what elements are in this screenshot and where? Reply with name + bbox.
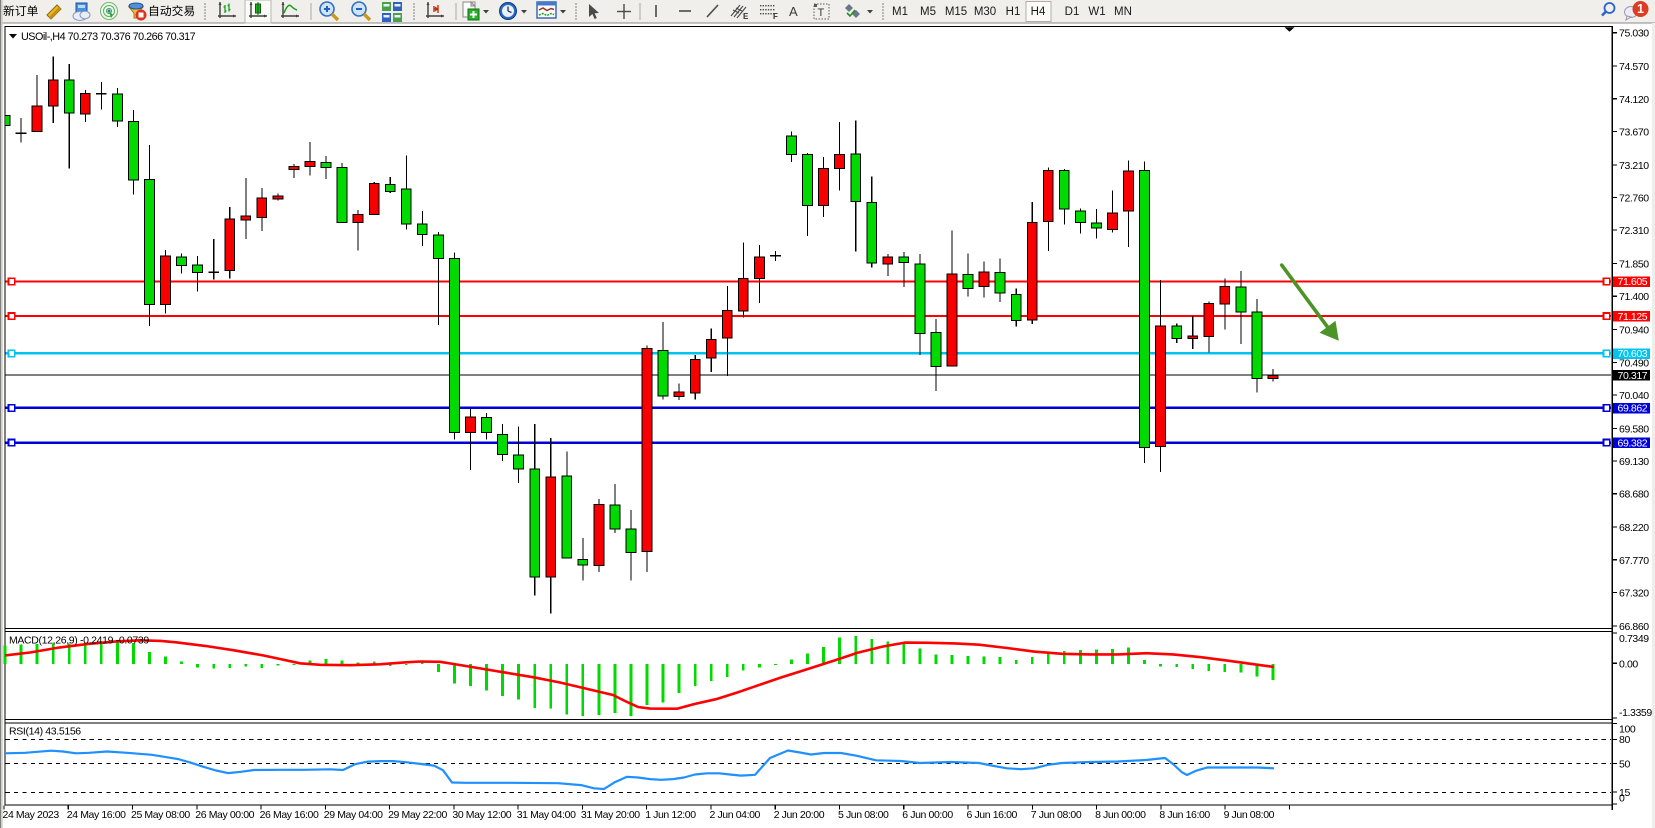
svg-text:8 Jun 00:00: 8 Jun 00:00: [1095, 809, 1146, 821]
svg-text:70.317: 70.317: [1618, 370, 1648, 382]
svg-text:73.670: 73.670: [1619, 126, 1649, 138]
svg-text:72.310: 72.310: [1619, 225, 1649, 237]
svg-text:H4: H4: [1031, 6, 1046, 18]
svg-text:D1: D1: [1065, 6, 1080, 18]
svg-text:M15: M15: [945, 6, 967, 18]
svg-text:-1.3359: -1.3359: [1619, 707, 1652, 719]
svg-text:26 May 16:00: 26 May 16:00: [260, 809, 319, 821]
svg-text:5 Jun 08:00: 5 Jun 08:00: [838, 809, 889, 821]
svg-text:F: F: [773, 12, 778, 21]
svg-text:30 May 12:00: 30 May 12:00: [452, 809, 511, 821]
svg-text:69.862: 69.862: [1618, 403, 1648, 415]
svg-text:70.040: 70.040: [1619, 390, 1649, 402]
svg-text:0: 0: [1619, 793, 1625, 805]
svg-text:1 Jun 12:00: 1 Jun 12:00: [645, 809, 696, 821]
svg-text:71.605: 71.605: [1618, 276, 1648, 288]
svg-text:74.570: 74.570: [1619, 61, 1649, 73]
svg-text:69.130: 69.130: [1619, 456, 1649, 468]
svg-text:31 May 04:00: 31 May 04:00: [517, 809, 576, 821]
svg-text:M30: M30: [974, 6, 996, 18]
svg-text:29 May 04:00: 29 May 04:00: [324, 809, 383, 821]
svg-text:67.770: 67.770: [1619, 555, 1649, 567]
svg-text:RSI(14) 43.5156: RSI(14) 43.5156: [9, 726, 81, 738]
svg-text:M5: M5: [920, 6, 936, 18]
svg-text:0.7349: 0.7349: [1619, 633, 1649, 645]
svg-text:26 May 00:00: 26 May 00:00: [195, 809, 254, 821]
svg-text:73.210: 73.210: [1619, 160, 1649, 172]
svg-text:80: 80: [1619, 734, 1630, 746]
svg-text:24 May 2023: 24 May 2023: [3, 809, 60, 821]
svg-text:A: A: [789, 4, 798, 19]
svg-text:H1: H1: [1006, 6, 1021, 18]
svg-text:70.490: 70.490: [1619, 357, 1649, 369]
svg-text:74.120: 74.120: [1619, 94, 1649, 106]
svg-text:2 Jun 04:00: 2 Jun 04:00: [710, 809, 761, 821]
svg-text:USOil-,H4 70.273 70.376 70.26: USOil-,H4 70.273 70.376 70.266 70.317: [21, 31, 196, 43]
svg-text:66.860: 66.860: [1619, 621, 1649, 633]
svg-text:15: 15: [1619, 787, 1630, 799]
svg-text:MN: MN: [1114, 6, 1132, 18]
svg-text:25 May 08:00: 25 May 08:00: [131, 809, 190, 821]
svg-text:69.382: 69.382: [1618, 438, 1648, 450]
svg-text:75.030: 75.030: [1619, 28, 1649, 40]
svg-text:69.580: 69.580: [1619, 423, 1649, 435]
svg-text:71.850: 71.850: [1619, 259, 1649, 271]
svg-text:0.00: 0.00: [1619, 658, 1638, 670]
svg-text:E: E: [743, 12, 749, 21]
svg-text:68.680: 68.680: [1619, 489, 1649, 501]
svg-text:71.400: 71.400: [1619, 291, 1649, 303]
svg-text:W1: W1: [1088, 6, 1105, 18]
svg-text:70.603: 70.603: [1618, 348, 1648, 360]
svg-text:6 Jun 00:00: 6 Jun 00:00: [902, 809, 953, 821]
svg-text:29 May 22:00: 29 May 22:00: [388, 809, 447, 821]
svg-text:24 May 16:00: 24 May 16:00: [67, 809, 126, 821]
svg-text:7 Jun 08:00: 7 Jun 08:00: [1031, 809, 1082, 821]
svg-text:71.125: 71.125: [1618, 311, 1648, 323]
svg-text:68.220: 68.220: [1619, 522, 1649, 534]
svg-text:100: 100: [1619, 723, 1636, 735]
svg-text:2 Jun 20:00: 2 Jun 20:00: [774, 809, 825, 821]
svg-text:1: 1: [1637, 2, 1644, 16]
svg-text:T: T: [818, 7, 825, 19]
svg-text:M1: M1: [892, 6, 908, 18]
svg-text:8 Jun 16:00: 8 Jun 16:00: [1159, 809, 1210, 821]
svg-text:31 May 20:00: 31 May 20:00: [581, 809, 640, 821]
svg-text:50: 50: [1619, 758, 1630, 770]
svg-text:MACD(12,26,9) -0.2419 -0.0739: MACD(12,26,9) -0.2419 -0.0739: [9, 635, 149, 647]
svg-text:70.940: 70.940: [1619, 325, 1649, 337]
svg-text:67.320: 67.320: [1619, 587, 1649, 599]
svg-text:6 Jun 16:00: 6 Jun 16:00: [967, 809, 1018, 821]
svg-text:9 Jun 08:00: 9 Jun 08:00: [1224, 809, 1275, 821]
svg-text:72.760: 72.760: [1619, 193, 1649, 205]
